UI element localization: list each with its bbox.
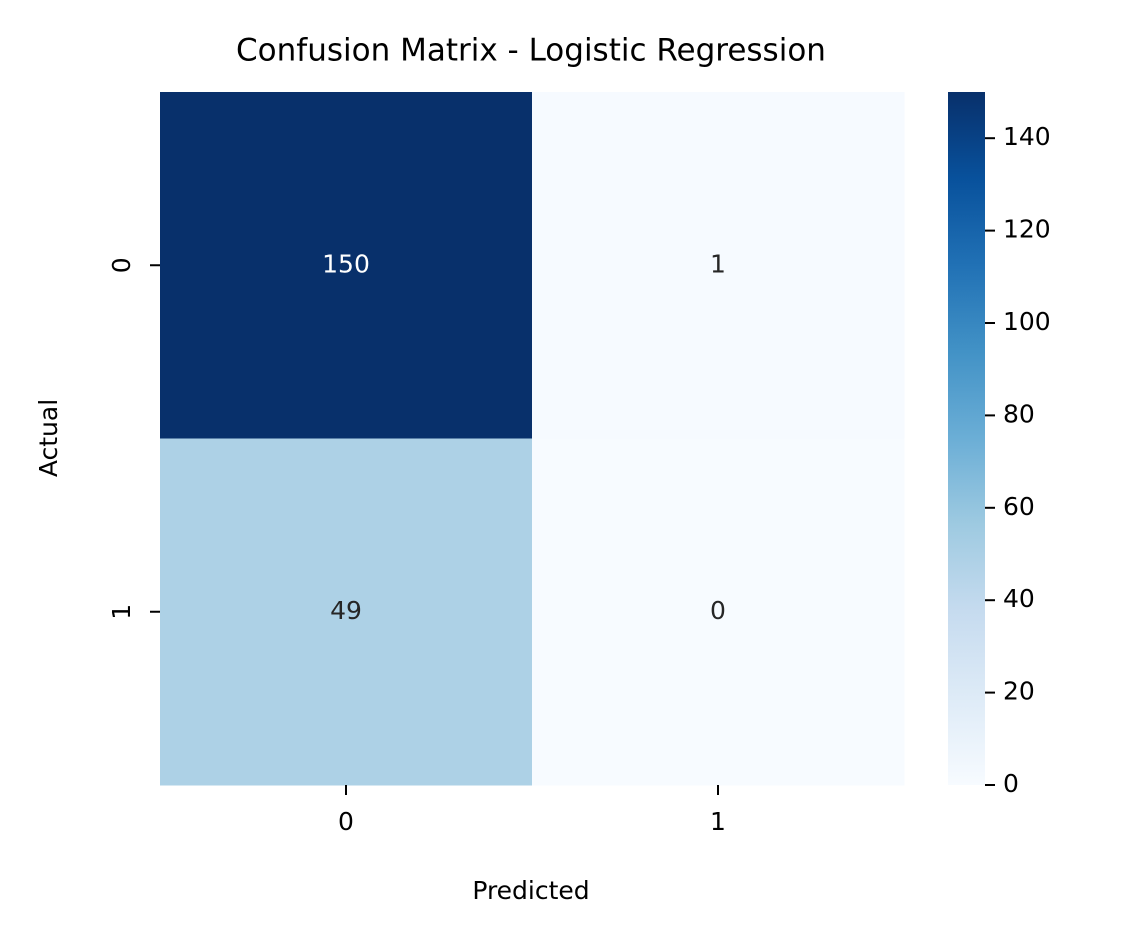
- cell-label: 49: [330, 596, 362, 625]
- x-tick-label: 1: [710, 807, 726, 836]
- colorbar-tick-label: 0: [1003, 769, 1019, 798]
- y-tick-label: 0: [107, 257, 136, 273]
- x-tick-label: 0: [338, 807, 354, 836]
- colorbar-tick-label: 80: [1003, 399, 1035, 428]
- colorbar-tick-label: 40: [1003, 584, 1035, 613]
- colorbar-tick-label: 20: [1003, 677, 1035, 706]
- heatmap-cell: [532, 92, 905, 439]
- colorbar-tick-label: 100: [1003, 307, 1051, 336]
- colorbar: [948, 92, 985, 785]
- heatmap-cell: [532, 438, 905, 786]
- y-axis-label: Actual: [34, 399, 63, 477]
- cell-label: 1: [710, 249, 726, 278]
- heatmap-cell: [160, 92, 533, 439]
- x-axis-label: Predicted: [472, 876, 589, 905]
- heatmap-cell: [160, 438, 533, 786]
- colorbar-tick-label: 140: [1003, 122, 1051, 151]
- colorbar-tick-label: 120: [1003, 215, 1051, 244]
- y-tick-label: 1: [107, 604, 136, 620]
- colorbar-tick-label: 60: [1003, 492, 1035, 521]
- cell-label: 150: [322, 249, 370, 278]
- cell-label: 0: [710, 596, 726, 625]
- chart-title: Confusion Matrix - Logistic Regression: [236, 33, 826, 69]
